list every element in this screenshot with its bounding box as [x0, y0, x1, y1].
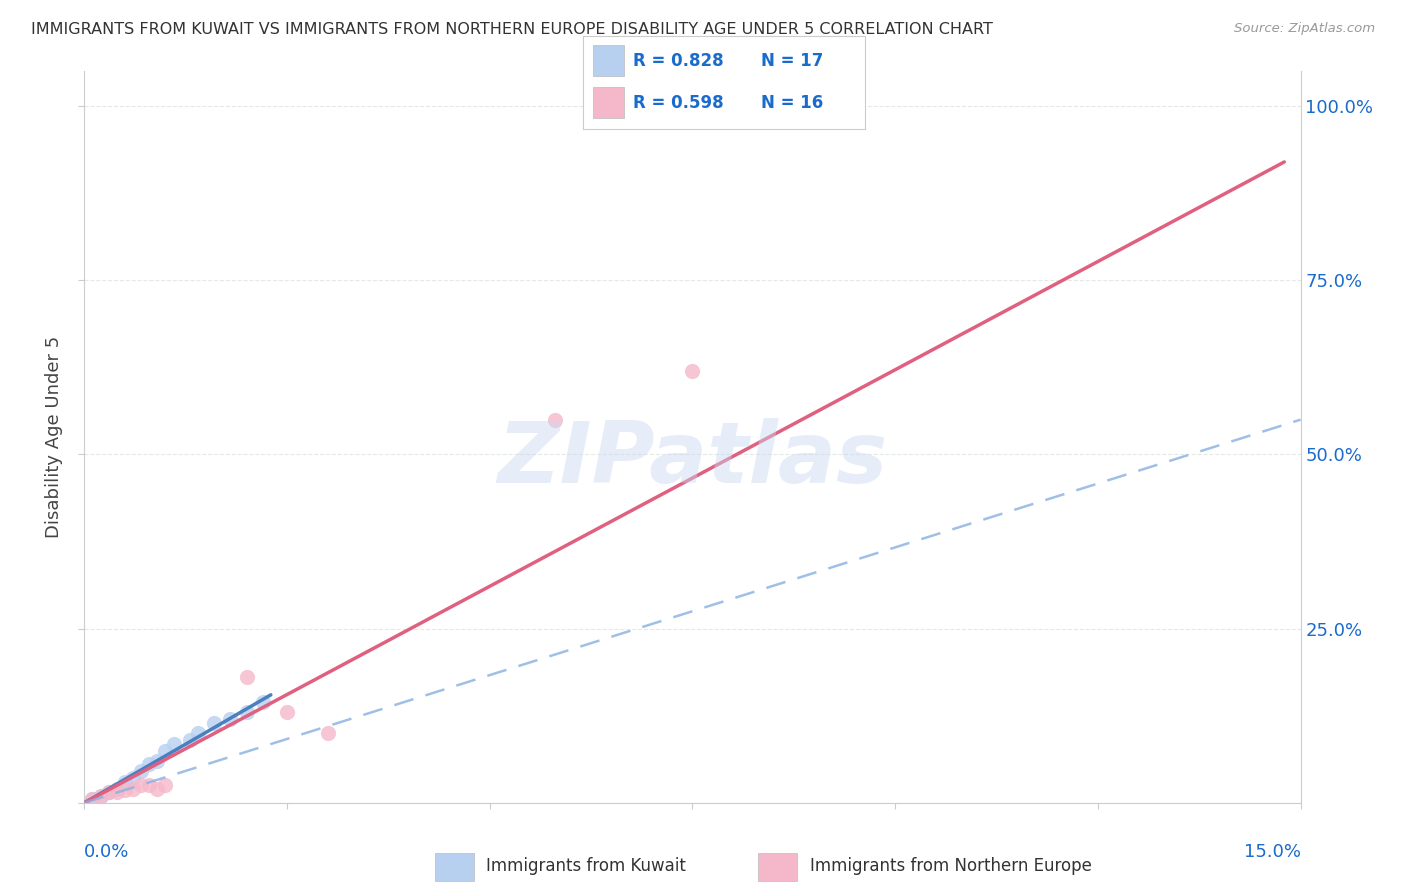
Text: N = 17: N = 17: [761, 52, 823, 70]
Point: [219, 712, 242, 726]
Text: R = 0.598: R = 0.598: [633, 95, 723, 112]
Point: [105, 785, 128, 799]
Point: [682, 364, 704, 378]
Point: [114, 783, 136, 797]
Text: N = 16: N = 16: [761, 95, 823, 112]
FancyBboxPatch shape: [434, 854, 474, 881]
Point: [155, 778, 177, 792]
Point: [122, 781, 145, 796]
Text: R = 0.828: R = 0.828: [633, 52, 723, 70]
Point: [316, 726, 339, 740]
Text: 0.0%: 0.0%: [84, 843, 129, 861]
Text: ZIPatlas: ZIPatlas: [498, 417, 887, 500]
Point: [97, 785, 120, 799]
Point: [276, 705, 298, 719]
Point: [187, 726, 209, 740]
Text: 15.0%: 15.0%: [1243, 843, 1301, 861]
Text: Immigrants from Kuwait: Immigrants from Kuwait: [486, 857, 686, 875]
Point: [90, 789, 112, 803]
Point: [235, 670, 257, 684]
Point: [155, 743, 177, 757]
Point: [820, 85, 842, 99]
FancyBboxPatch shape: [593, 45, 624, 76]
Text: IMMIGRANTS FROM KUWAIT VS IMMIGRANTS FROM NORTHERN EUROPE DISABILITY AGE UNDER 5: IMMIGRANTS FROM KUWAIT VS IMMIGRANTS FRO…: [31, 22, 993, 37]
Point: [114, 775, 136, 789]
Point: [146, 754, 169, 768]
Point: [543, 412, 565, 426]
Text: Source: ZipAtlas.com: Source: ZipAtlas.com: [1234, 22, 1375, 36]
Point: [97, 785, 120, 799]
FancyBboxPatch shape: [593, 87, 624, 118]
Point: [202, 715, 225, 730]
Point: [179, 733, 201, 747]
Point: [105, 781, 128, 796]
Point: [129, 764, 152, 779]
Point: [252, 695, 274, 709]
Point: [146, 781, 169, 796]
Point: [90, 789, 112, 803]
Point: [138, 757, 160, 772]
Point: [82, 792, 104, 806]
Point: [235, 705, 257, 719]
Text: Immigrants from Northern Europe: Immigrants from Northern Europe: [810, 857, 1091, 875]
Point: [162, 737, 184, 751]
Point: [82, 792, 104, 806]
Point: [138, 778, 160, 792]
Y-axis label: Disability Age Under 5: Disability Age Under 5: [45, 336, 63, 538]
Point: [129, 778, 152, 792]
FancyBboxPatch shape: [758, 854, 797, 881]
Point: [122, 772, 145, 786]
